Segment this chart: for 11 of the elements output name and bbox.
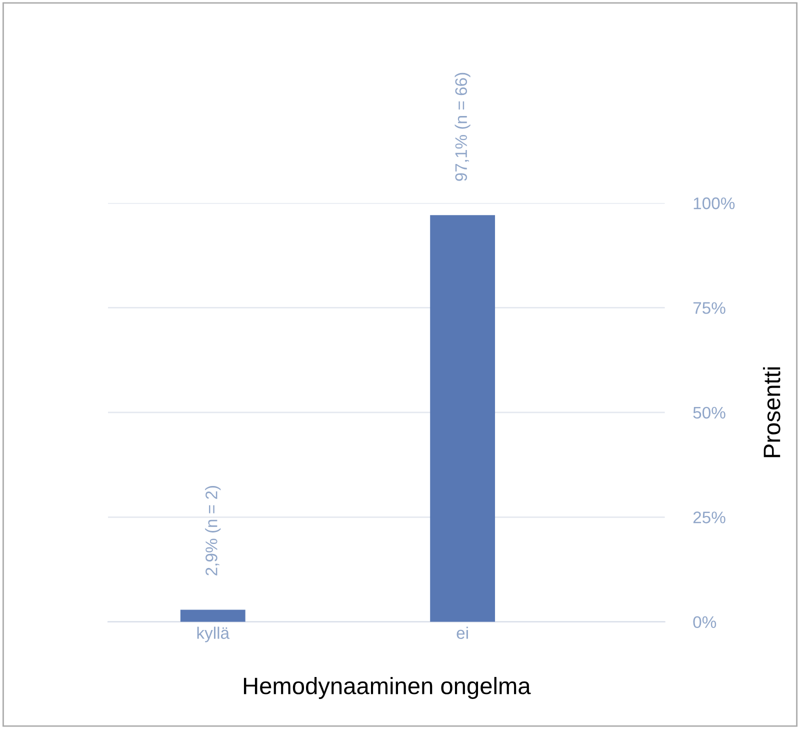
data-label: 97,1% (n = 66) — [454, 72, 470, 181]
y-tick-label: 50% — [693, 406, 726, 419]
y-axis-title: Prosentti — [762, 367, 780, 458]
x-tick-label: ei — [456, 626, 468, 639]
x-axis-title: Hemodynaaminen ongelma — [244, 676, 531, 699]
y-tick-label: 100% — [694, 197, 735, 210]
y-tick-label: 25% — [693, 512, 726, 524]
y-tick-label: 75% — [693, 302, 726, 314]
x-tick-label: kyllä — [197, 626, 230, 642]
y-tick-label: 0% — [693, 616, 716, 628]
data-label: 2,9% (n = 2) — [205, 486, 221, 576]
